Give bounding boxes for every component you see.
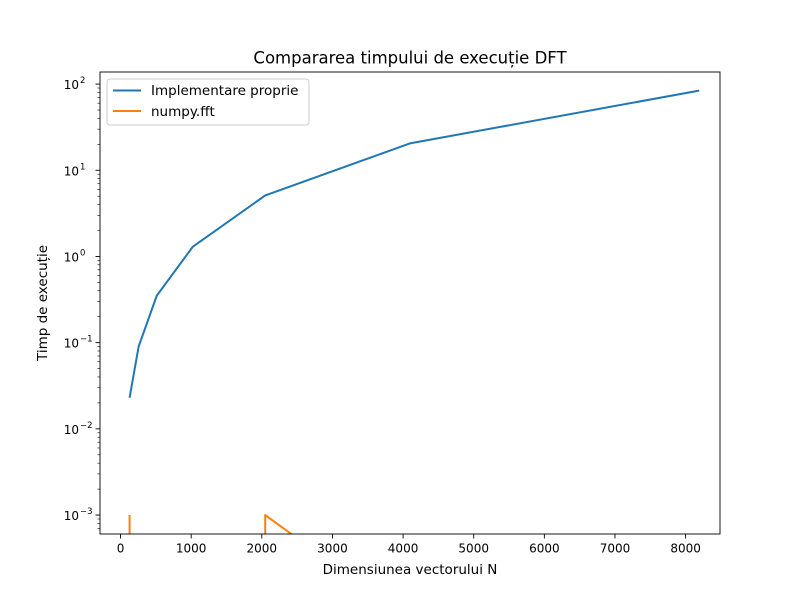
y-tick-exponent: 2 <box>80 76 85 86</box>
y-tick-exponent: −3 <box>80 507 93 517</box>
x-axis-ticks: 0 1000 2000 3000 4000 5000 6000 7000 8000 <box>117 534 701 556</box>
x-tick-label: 1000 <box>176 542 207 556</box>
x-tick-label: 5000 <box>458 542 489 556</box>
y-tick-exponent: 1 <box>80 162 85 172</box>
x-axis-label: Dimensiunea vectorului N <box>323 562 498 578</box>
x-tick-label: 4000 <box>388 542 419 556</box>
y-tick-label: 10 <box>64 337 79 351</box>
y-tick-label: 10 <box>64 509 79 523</box>
y-tick-label: 10 <box>64 250 79 264</box>
y-tick-label: 10 <box>64 164 79 178</box>
y-tick-exponent: 0 <box>80 248 85 258</box>
y-tick-exponent: −2 <box>80 421 93 431</box>
x-tick-label: 3000 <box>317 542 348 556</box>
x-tick-label: 7000 <box>600 542 631 556</box>
y-axis-label: Timp de execuție <box>35 245 51 362</box>
y-tick-label: 10 <box>64 78 79 92</box>
x-tick-label: 0 <box>117 542 125 556</box>
chart-title: Compararea timpului de execuție DFT <box>253 49 567 68</box>
legend-box <box>106 78 310 126</box>
y-tick-exponent: −1 <box>80 335 93 345</box>
legend-label-implementare-proprie: Implementare proprie <box>151 83 298 99</box>
y-tick-label: 10 <box>64 423 79 437</box>
legend-label-numpy-fft: numpy.fft <box>151 104 215 120</box>
series-line-implementare-proprie <box>128 89 700 398</box>
series-layer <box>128 89 700 534</box>
x-tick-label: 6000 <box>529 542 560 556</box>
x-tick-label: 2000 <box>247 542 278 556</box>
axes-frame <box>99 71 721 535</box>
x-tick-label: 8000 <box>670 542 701 556</box>
legend: Implementare proprie numpy.fft <box>106 78 310 126</box>
